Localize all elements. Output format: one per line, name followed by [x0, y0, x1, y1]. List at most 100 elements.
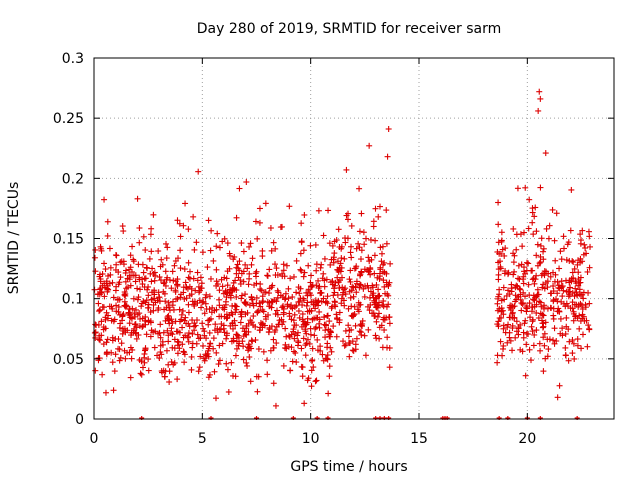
data-point [348, 222, 355, 229]
data-point [173, 296, 180, 303]
data-point [537, 95, 544, 102]
data-point [499, 307, 506, 314]
data-point [563, 314, 570, 321]
data-point [213, 306, 220, 313]
data-point [105, 272, 112, 279]
data-point [334, 291, 341, 298]
data-point [238, 295, 245, 302]
data-point [132, 321, 139, 328]
data-point [158, 256, 165, 263]
data-point [163, 276, 170, 283]
data-point [527, 314, 534, 321]
data-point [305, 262, 312, 269]
data-point [115, 269, 122, 276]
data-point [340, 297, 347, 304]
data-point [289, 294, 296, 301]
x-tick-label: 0 [90, 431, 99, 447]
data-point [112, 252, 119, 259]
data-point [126, 305, 133, 312]
data-point [566, 257, 573, 264]
data-point [139, 281, 146, 288]
data-point [326, 240, 333, 247]
data-point [216, 296, 223, 303]
data-point [554, 394, 561, 401]
data-point [375, 213, 382, 220]
data-point [340, 338, 347, 345]
data-point [328, 305, 335, 312]
data-point [356, 302, 363, 309]
data-point [507, 302, 514, 309]
data-point [236, 258, 243, 265]
data-point [378, 250, 385, 257]
data-point [259, 321, 266, 328]
data-point [274, 271, 281, 278]
data-point [228, 359, 235, 366]
data-point [242, 261, 249, 268]
data-point [199, 249, 206, 256]
data-point [91, 329, 98, 336]
data-point [169, 268, 176, 275]
data-point [554, 290, 561, 297]
data-point [141, 351, 148, 358]
data-point [522, 184, 529, 191]
data-point [327, 279, 334, 286]
data-point [385, 125, 392, 132]
data-point [97, 285, 104, 292]
data-point [574, 336, 581, 343]
data-point [510, 259, 517, 266]
data-point [374, 313, 381, 320]
data-point [561, 245, 568, 252]
data-point [242, 291, 249, 298]
data-point [254, 309, 261, 316]
data-point [342, 285, 349, 292]
data-point [362, 352, 369, 359]
data-point [577, 259, 584, 266]
data-point [184, 285, 191, 292]
data-point [169, 331, 176, 338]
data-point [353, 280, 360, 287]
data-point [253, 294, 260, 301]
data-point [255, 346, 262, 353]
data-point [550, 337, 557, 344]
data-point [505, 271, 512, 278]
data-point [533, 272, 540, 279]
data-point [541, 330, 548, 337]
data-point [582, 245, 589, 252]
data-point [271, 328, 278, 335]
data-point [282, 341, 289, 348]
data-point [117, 320, 124, 327]
data-point [216, 313, 223, 320]
data-point [343, 166, 350, 173]
data-point [238, 292, 245, 299]
data-point [137, 370, 144, 377]
data-point [227, 294, 234, 301]
data-point [562, 303, 569, 310]
data-point [224, 240, 231, 247]
data-point [537, 347, 544, 354]
data-point [345, 322, 352, 329]
data-point [137, 315, 144, 322]
data-point [367, 236, 374, 243]
data-point [308, 307, 315, 314]
data-point [162, 298, 169, 305]
data-point [497, 263, 504, 270]
data-point [505, 269, 512, 276]
data-point [562, 277, 569, 284]
data-point [182, 332, 189, 339]
data-point [193, 239, 200, 246]
data-point [122, 355, 129, 362]
data-point [504, 339, 511, 346]
data-point [539, 284, 546, 291]
data-point [553, 337, 560, 344]
data-point [216, 244, 223, 251]
data-point [174, 342, 181, 349]
data-point [533, 309, 540, 316]
data-point [577, 240, 584, 247]
data-point [303, 321, 310, 328]
data-point [537, 242, 544, 249]
x-tick-label: 10 [302, 431, 320, 447]
data-point [182, 200, 189, 207]
data-point [569, 350, 576, 357]
data-point [569, 336, 576, 343]
data-point [147, 309, 154, 316]
